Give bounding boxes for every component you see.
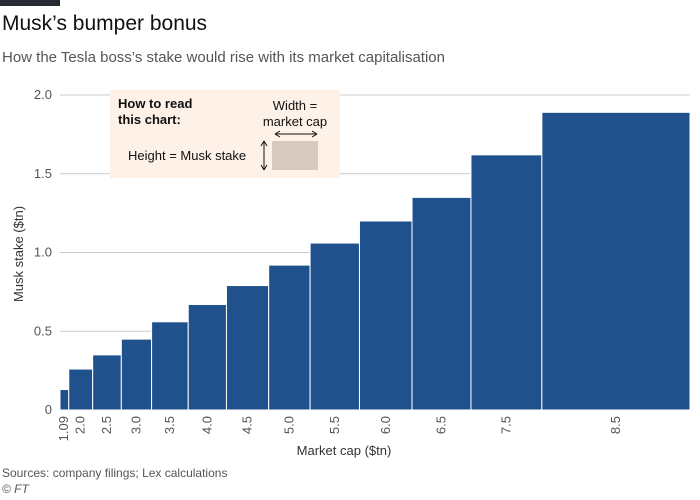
bar (268, 264, 311, 411)
chart-subtitle: How the Tesla boss’s stake would rise wi… (2, 49, 445, 66)
height-arrow-icon (260, 140, 268, 171)
chart-title: Musk’s bumper bonus (2, 12, 208, 35)
bar (151, 321, 189, 411)
legend-heading-line2: this chart: (118, 112, 181, 127)
x-tick-label: 3.0 (128, 416, 143, 434)
bar (68, 368, 94, 411)
y-tick-label: 0.5 (34, 323, 52, 338)
y-axis-title: Musk stake ($tn) (11, 206, 26, 302)
x-tick-labels: 1.09 2.0 2.5 3.0 3.5 4.0 4.5 5.0 5.5 6.0 6.5 7.5 8.5 (56, 416, 623, 441)
how-to-read-legend: How to read this chart: Width = market c… (110, 90, 340, 178)
bar (187, 303, 227, 411)
x-tick-label: 4.5 (240, 416, 255, 434)
bar (541, 111, 691, 411)
y-tick-label: 2.0 (34, 87, 52, 102)
x-tick-label: 6.5 (434, 416, 449, 434)
bar (470, 154, 543, 411)
y-tick-label: 0 (45, 402, 52, 417)
x-tick-label: 4.0 (199, 416, 214, 434)
legend-swatch (272, 141, 318, 170)
x-axis-title: Market cap ($tn) (297, 443, 392, 458)
bar (225, 285, 270, 411)
x-tick-label: 1.09 (56, 416, 71, 441)
legend-width-line2: market cap (263, 114, 327, 129)
bars (59, 111, 691, 411)
width-arrow-icon (274, 130, 318, 138)
bar (120, 338, 153, 411)
x-tick-label: 8.5 (608, 416, 623, 434)
y-tick-label: 1.0 (34, 245, 52, 260)
x-tick-label: 2.0 (73, 416, 88, 434)
y-tick-labels: 0 0.5 1.0 1.5 2.0 (34, 87, 52, 417)
x-tick-label: 5.5 (327, 416, 342, 434)
legend-height-text: Height = Musk stake (128, 148, 246, 163)
x-tick-label: 5.0 (281, 416, 296, 434)
x-tick-label: 7.5 (498, 416, 513, 434)
y-tick-label: 1.5 (34, 166, 52, 181)
legend-width-line1: Width = (273, 98, 317, 113)
chart-area: 00.51.01.52.0 1.09 2.0 2.5 3.0 3.5 4.0 4.5 5.0 5… (11, 87, 691, 458)
bar (92, 354, 122, 411)
x-tick-label: 2.5 (99, 416, 114, 434)
bar (59, 389, 70, 411)
x-tick-label: 6.0 (378, 416, 393, 434)
x-tick-label: 3.5 (162, 416, 177, 434)
bar (358, 220, 413, 411)
legend-heading-line1: How to read (118, 96, 192, 111)
source-note: Sources: company filings; Lex calculatio… (2, 466, 228, 480)
ft-credit: © FT (2, 482, 29, 496)
bar (309, 242, 360, 411)
bar (411, 196, 472, 411)
ft-top-bar (0, 0, 60, 6)
